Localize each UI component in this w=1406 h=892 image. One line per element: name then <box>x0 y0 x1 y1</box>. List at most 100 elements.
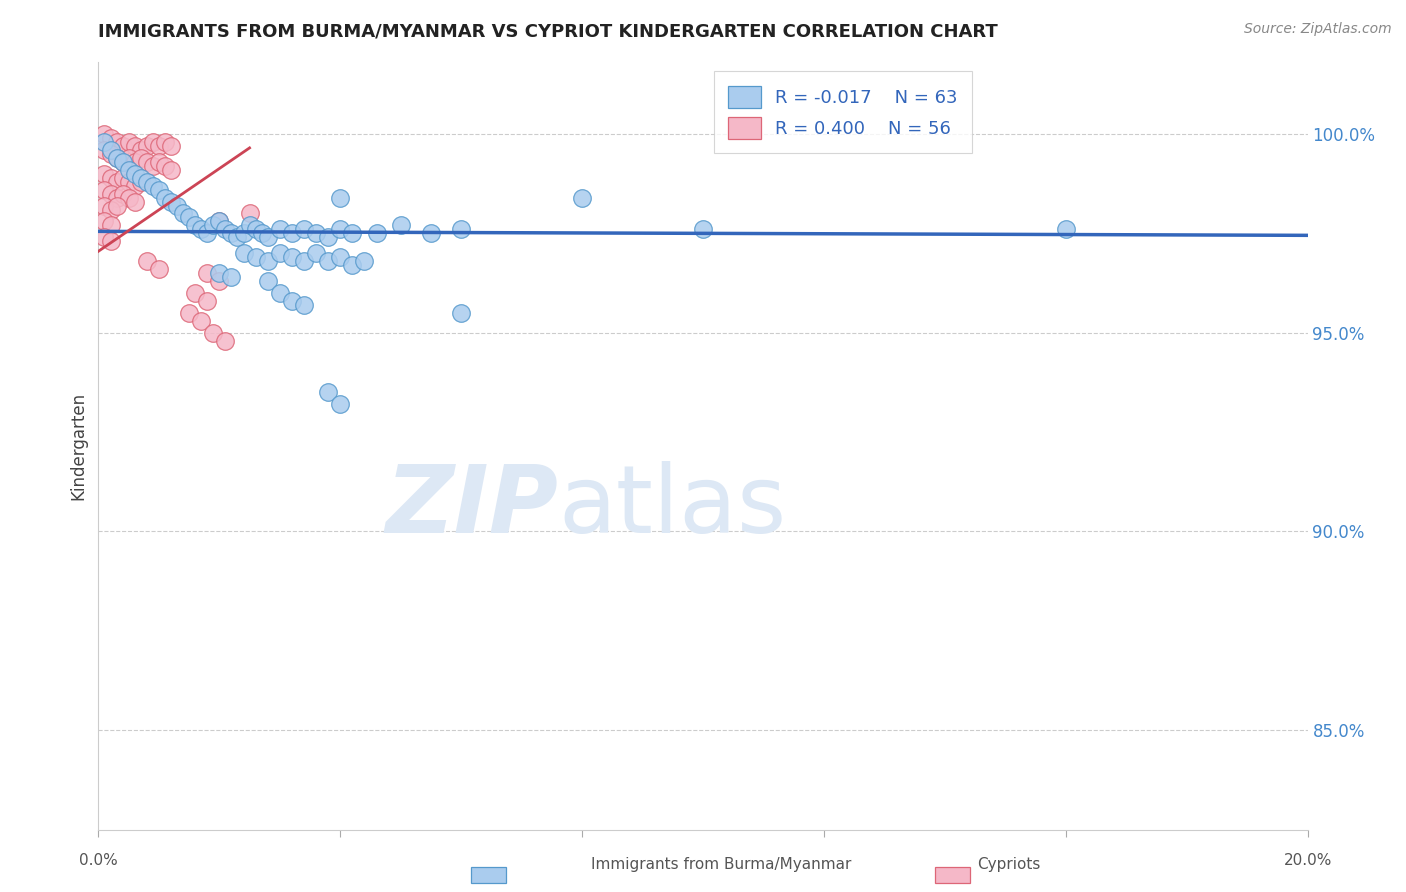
Point <box>420 227 443 241</box>
Point <box>269 222 291 236</box>
Point <box>1054 222 1077 236</box>
Point <box>135 154 157 169</box>
Point <box>105 151 128 165</box>
Point <box>208 266 231 280</box>
Point <box>232 246 254 260</box>
Point <box>129 170 152 185</box>
Point <box>329 397 352 411</box>
Point <box>184 219 207 233</box>
Point <box>245 222 267 236</box>
Point <box>93 127 115 141</box>
Point <box>389 219 412 233</box>
Point <box>305 246 328 260</box>
Point <box>100 146 122 161</box>
Point <box>281 227 304 241</box>
Point <box>269 246 291 260</box>
Point <box>93 135 115 149</box>
Point <box>256 254 278 268</box>
Point <box>93 167 115 181</box>
Point <box>105 198 128 212</box>
Point <box>179 306 201 320</box>
Point <box>100 235 122 249</box>
Point <box>124 178 146 193</box>
Point <box>100 143 122 157</box>
Point <box>250 227 273 241</box>
Point <box>118 191 141 205</box>
Point <box>166 198 188 212</box>
Point <box>202 326 225 340</box>
Point <box>342 258 364 272</box>
Text: 0.0%: 0.0% <box>79 854 118 869</box>
Point <box>93 230 115 244</box>
Point <box>111 139 134 153</box>
Point <box>256 230 278 244</box>
Point <box>179 211 201 225</box>
Point <box>195 227 218 241</box>
Point <box>190 314 212 328</box>
Point <box>316 230 339 244</box>
Point <box>450 222 472 236</box>
Point <box>281 250 304 264</box>
Point <box>316 254 339 268</box>
Point <box>305 227 328 241</box>
Point <box>129 151 152 165</box>
Point <box>148 183 170 197</box>
Point <box>292 222 315 236</box>
Point <box>208 214 231 228</box>
Point <box>329 250 352 264</box>
Point <box>184 285 207 300</box>
Point <box>208 214 231 228</box>
Point <box>142 178 165 193</box>
Point <box>111 154 134 169</box>
Text: atlas: atlas <box>558 461 786 553</box>
Point <box>129 143 152 157</box>
Point <box>100 219 122 233</box>
Point <box>160 162 183 177</box>
Point <box>329 222 352 236</box>
Point <box>105 175 128 189</box>
Point <box>135 139 157 153</box>
Point <box>148 262 170 277</box>
Point <box>100 202 122 217</box>
Point <box>124 139 146 153</box>
Point <box>195 266 218 280</box>
Point <box>111 170 134 185</box>
Point <box>105 151 128 165</box>
Point <box>195 293 218 308</box>
Point <box>93 198 115 212</box>
Point <box>221 227 243 241</box>
Text: 20.0%: 20.0% <box>1284 854 1331 869</box>
Point <box>118 175 141 189</box>
Point <box>269 285 291 300</box>
Point <box>124 194 146 209</box>
Point <box>232 227 254 241</box>
Point <box>239 206 262 220</box>
Point <box>93 143 115 157</box>
Point <box>124 167 146 181</box>
Point <box>226 230 249 244</box>
Point <box>100 170 122 185</box>
Point <box>129 175 152 189</box>
Point <box>208 274 231 288</box>
Text: Source: ZipAtlas.com: Source: ZipAtlas.com <box>1244 22 1392 37</box>
Legend: R = -0.017    N = 63, R = 0.400    N = 56: R = -0.017 N = 63, R = 0.400 N = 56 <box>714 71 972 153</box>
Point <box>153 191 176 205</box>
Point <box>316 385 339 400</box>
Point <box>118 151 141 165</box>
Point <box>292 254 315 268</box>
Point <box>148 154 170 169</box>
Point <box>111 186 134 201</box>
Point <box>153 159 176 173</box>
Point <box>93 183 115 197</box>
Point <box>342 227 364 241</box>
Point <box>214 222 236 236</box>
Point <box>353 254 375 268</box>
Point <box>118 135 141 149</box>
Point <box>160 139 183 153</box>
Point <box>202 219 225 233</box>
Point <box>100 131 122 145</box>
Point <box>329 191 352 205</box>
Text: ZIP: ZIP <box>385 461 558 553</box>
Point <box>105 191 128 205</box>
Text: Immigrants from Burma/Myanmar: Immigrants from Burma/Myanmar <box>591 857 851 872</box>
